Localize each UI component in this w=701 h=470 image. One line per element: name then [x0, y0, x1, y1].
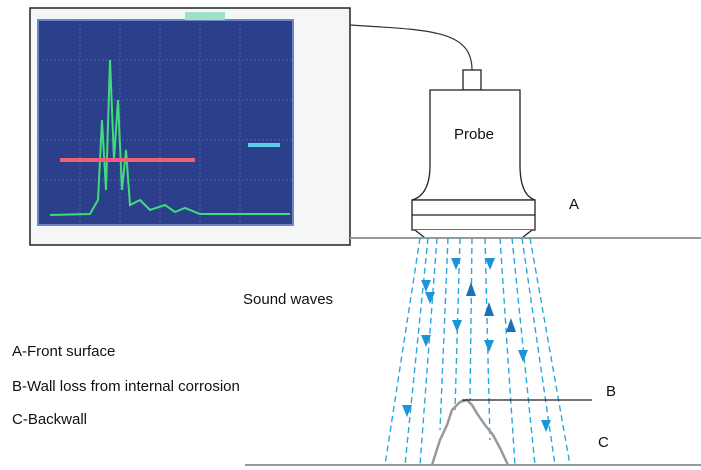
marker-c: C	[598, 434, 609, 451]
cable	[349, 24, 473, 71]
sound-wave-lines	[384, 237, 571, 466]
legend-item: A-Front surface	[12, 343, 115, 360]
oscilloscope-photo	[29, 7, 351, 246]
probe	[411, 69, 536, 239]
probe-label: Probe	[454, 126, 494, 143]
corrosion-profile	[430, 398, 510, 466]
legend-item: B-Wall loss from internal corrosion	[12, 378, 240, 395]
marker-a: A	[569, 196, 579, 213]
reflected-arrows	[466, 282, 516, 332]
marker-b: B	[606, 383, 616, 400]
sound-waves-label: Sound waves	[243, 291, 333, 308]
wave-arrows	[402, 258, 551, 432]
legend-item: C-Backwall	[12, 411, 87, 428]
